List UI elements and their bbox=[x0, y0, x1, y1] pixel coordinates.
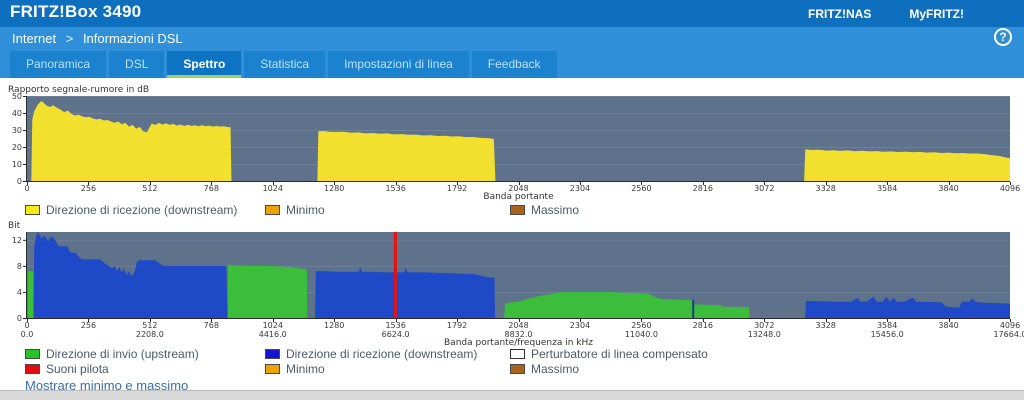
legend-item: Massimo bbox=[510, 362, 1024, 376]
question-icon: ? bbox=[999, 30, 1007, 44]
nav-link-myfritz[interactable]: MyFRITZ! bbox=[909, 6, 964, 21]
legend-item: Perturbatore di linea compensato bbox=[510, 347, 1024, 361]
legend-label: Suoni pilota bbox=[46, 361, 109, 376]
tab-bar: Panoramica DSL Spettro Statistica Impostazio… bbox=[10, 51, 557, 78]
tab-spettro[interactable]: Spettro bbox=[167, 51, 242, 78]
legend-item: Minimo bbox=[265, 203, 510, 217]
legend-swatch-icon bbox=[510, 348, 525, 359]
legend-item: Direzione di invio (upstream) bbox=[25, 347, 265, 361]
legend-swatch-icon bbox=[265, 348, 280, 359]
legend-item: Suoni pilota bbox=[25, 362, 265, 376]
tab-panoramica[interactable]: Panoramica bbox=[10, 51, 107, 78]
legend-item: Direzione di ricezione (downstream) bbox=[25, 203, 265, 217]
legend-swatch-icon bbox=[265, 204, 280, 215]
legend-label: Direzione di ricezione (downstream) bbox=[46, 202, 238, 217]
content: Direzione di ricezione (downstream) Minim… bbox=[0, 78, 1024, 393]
bit-chart bbox=[0, 220, 1024, 348]
legend-label: Massimo bbox=[531, 202, 580, 217]
legend-item: Massimo bbox=[510, 203, 1024, 217]
tab-statistica[interactable]: Statistica bbox=[244, 51, 326, 78]
tab-label: Spettro bbox=[183, 57, 226, 71]
help-button[interactable]: ? bbox=[994, 28, 1012, 46]
tab-label: Impostazioni di linea bbox=[344, 57, 453, 71]
legend-swatch-icon bbox=[510, 363, 525, 374]
tab-label: Statistica bbox=[260, 57, 310, 71]
nav-link-fritznas[interactable]: FRITZ!NAS bbox=[808, 6, 872, 21]
app-title: FRITZ!Box 3490 bbox=[10, 2, 142, 21]
legend-swatch-icon bbox=[510, 204, 525, 215]
legend-label: Minimo bbox=[286, 202, 325, 217]
top-nav: FRITZ!NAS MyFRITZ! bbox=[808, 0, 964, 27]
tab-dsl[interactable]: DSL bbox=[109, 51, 165, 78]
legend-label: Minimo bbox=[286, 361, 325, 376]
legend-swatch-icon bbox=[25, 204, 40, 215]
legend-label: Massimo bbox=[531, 361, 580, 376]
app-header: FRITZ!Box 3490 FRITZ!NAS MyFRITZ! bbox=[0, 0, 1024, 27]
snr-chart bbox=[0, 80, 1024, 202]
breadcrumb-current: Informazioni DSL bbox=[82, 31, 183, 46]
tab-feedback[interactable]: Feedback bbox=[471, 51, 557, 78]
bit-chart-legend: Direzione di invio (upstream) Direzione d… bbox=[0, 346, 1024, 376]
legend-swatch-icon bbox=[265, 363, 280, 374]
snr-chart-legend: Direzione di ricezione (downstream) Minim… bbox=[0, 202, 1024, 217]
breadcrumb-internet[interactable]: Internet bbox=[12, 31, 57, 46]
legend-item: Direzione di ricezione (downstream) bbox=[265, 347, 510, 361]
tab-label: Feedback bbox=[487, 57, 541, 71]
tab-impostazioni-di-linea[interactable]: Impostazioni di linea bbox=[328, 51, 469, 78]
legend-swatch-icon bbox=[25, 348, 40, 359]
legend-item: Minimo bbox=[265, 362, 510, 376]
sub-header: Internet > Informazioni DSL ? Panoramica… bbox=[0, 27, 1024, 78]
breadcrumb-separator-icon: > bbox=[65, 31, 74, 46]
legend-swatch-icon bbox=[25, 363, 40, 374]
show-min-max-link[interactable]: Mostrare minimo e massimo bbox=[25, 378, 189, 393]
legend-label: Direzione di ricezione (downstream) bbox=[286, 346, 478, 361]
breadcrumb: Internet > Informazioni DSL bbox=[12, 31, 183, 46]
page-bottom bbox=[0, 390, 1024, 400]
legend-label: Perturbatore di linea compensato bbox=[531, 346, 708, 361]
legend-label: Direzione di invio (upstream) bbox=[46, 346, 199, 361]
tab-label: DSL bbox=[125, 57, 149, 71]
tab-label: Panoramica bbox=[26, 57, 91, 71]
